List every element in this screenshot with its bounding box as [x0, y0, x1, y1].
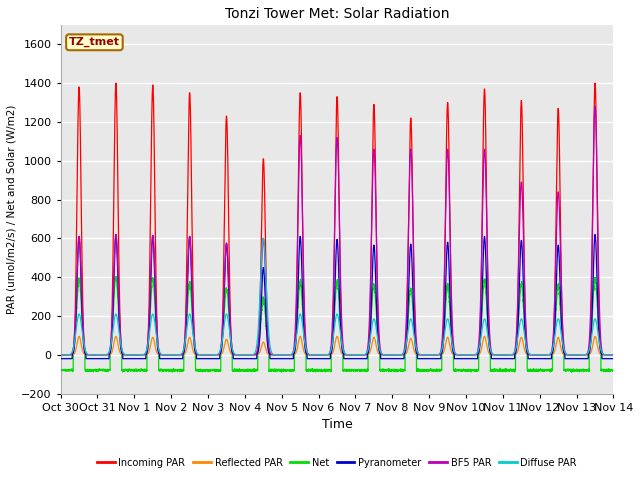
Text: TZ_tmet: TZ_tmet — [69, 37, 120, 48]
Y-axis label: PAR (umol/m2/s) / Net and Solar (W/m2): PAR (umol/m2/s) / Net and Solar (W/m2) — [7, 105, 17, 314]
Title: Tonzi Tower Met: Solar Radiation: Tonzi Tower Met: Solar Radiation — [225, 7, 449, 21]
X-axis label: Time: Time — [322, 418, 353, 431]
Legend: Incoming PAR, Reflected PAR, Net, Pyranometer, BF5 PAR, Diffuse PAR: Incoming PAR, Reflected PAR, Net, Pyrano… — [93, 454, 581, 471]
